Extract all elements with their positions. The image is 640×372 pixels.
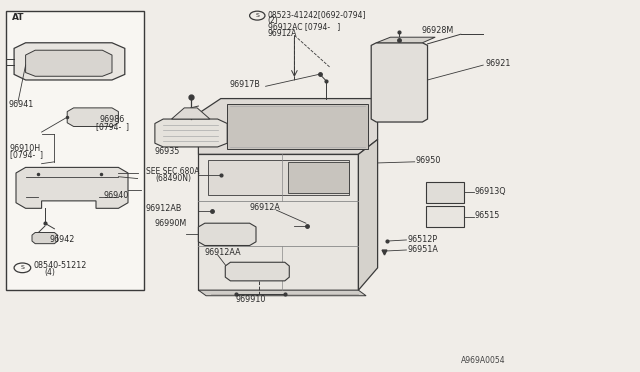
Text: (68490N): (68490N)	[155, 174, 191, 183]
Text: S: S	[20, 265, 24, 270]
Polygon shape	[426, 206, 464, 227]
Polygon shape	[155, 119, 227, 147]
Text: 96910H: 96910H	[10, 144, 41, 153]
Polygon shape	[288, 162, 349, 193]
Polygon shape	[67, 108, 118, 126]
Text: 96917B: 96917B	[229, 80, 260, 89]
Text: 96940: 96940	[104, 191, 129, 200]
Text: 96912AB: 96912AB	[146, 204, 182, 213]
Polygon shape	[371, 43, 428, 122]
Text: 96942: 96942	[50, 235, 76, 244]
Text: 96935: 96935	[155, 147, 180, 156]
Polygon shape	[32, 232, 58, 244]
Polygon shape	[172, 108, 210, 119]
Polygon shape	[227, 104, 368, 149]
Text: 96928M: 96928M	[421, 26, 453, 35]
Text: A969A0054: A969A0054	[461, 356, 506, 365]
Text: (2): (2)	[268, 16, 278, 25]
Polygon shape	[225, 262, 289, 281]
Text: S: S	[255, 13, 259, 18]
Text: 08540-51212: 08540-51212	[33, 262, 86, 270]
Text: SEE SEC.680A: SEE SEC.680A	[146, 167, 200, 176]
Text: 96941: 96941	[8, 100, 33, 109]
Text: 96951A: 96951A	[408, 245, 438, 254]
Text: 96512P: 96512P	[408, 235, 438, 244]
Text: (4): (4)	[45, 268, 56, 277]
Polygon shape	[14, 43, 125, 80]
Text: 96986: 96986	[99, 115, 124, 124]
Polygon shape	[16, 167, 128, 208]
Text: [0794-  ]: [0794- ]	[10, 150, 43, 159]
Polygon shape	[198, 99, 378, 154]
Text: 969910: 969910	[236, 295, 266, 304]
Text: 96913Q: 96913Q	[475, 187, 506, 196]
Text: AT: AT	[12, 13, 24, 22]
Bar	[6, 11, 144, 290]
Polygon shape	[208, 160, 349, 195]
Text: [0794-  ]: [0794- ]	[96, 122, 129, 131]
Text: 96921: 96921	[485, 60, 511, 68]
Polygon shape	[26, 50, 112, 76]
Text: 96515: 96515	[475, 211, 500, 220]
Text: 96912AA: 96912AA	[205, 248, 241, 257]
Text: 96912A: 96912A	[268, 29, 297, 38]
Polygon shape	[426, 182, 464, 203]
Polygon shape	[198, 154, 358, 290]
Text: 96912AC [0794-   ]: 96912AC [0794- ]	[268, 22, 340, 31]
Polygon shape	[376, 37, 435, 43]
Text: 96990M: 96990M	[155, 219, 187, 228]
Text: 96912A: 96912A	[250, 203, 280, 212]
Text: 08523-41242[0692-0794]: 08523-41242[0692-0794]	[268, 10, 366, 19]
Polygon shape	[198, 290, 366, 296]
Text: 96950: 96950	[416, 156, 442, 165]
Polygon shape	[358, 140, 378, 290]
Polygon shape	[198, 223, 256, 246]
